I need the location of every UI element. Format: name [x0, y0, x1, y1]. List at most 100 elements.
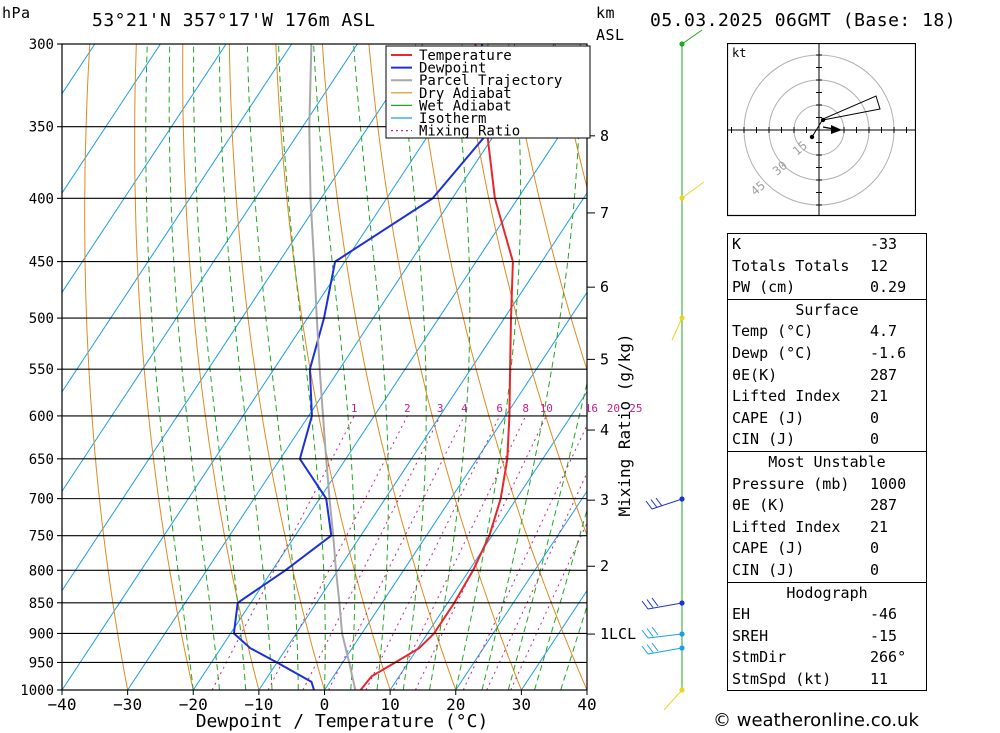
surface-cape-label: CAPE (J) [732, 408, 805, 427]
wind-barb-flag [646, 644, 654, 653]
mu-cape-label: CAPE (J) [732, 539, 805, 558]
legend-label: Temperature [419, 48, 512, 64]
mu-title: Most Unstable [768, 452, 886, 471]
credit-text: © weatheronline.co.uk [713, 710, 919, 731]
pressure-tick-label: 400 [29, 191, 54, 207]
mixing-ratio-label: 20 [607, 402, 620, 415]
surface-cin-value: 0 [870, 430, 880, 449]
dry-adiabat-line [84, 44, 129, 690]
wind-barb-flag [651, 597, 659, 607]
x-tick-label: −10 [244, 695, 273, 714]
parcel-trajectory-line [308, 44, 357, 690]
pressure-tick-label: 500 [29, 311, 54, 327]
sreh-label: SREH [732, 626, 769, 645]
surface-theta-value: 287 [870, 365, 898, 384]
isotherm-line [192, 92, 587, 690]
wind-profile [641, 29, 705, 711]
wind-barb-flag [655, 497, 663, 507]
pressure-tick-label: 550 [29, 362, 54, 378]
hodo-point [820, 117, 826, 123]
mu-cin-value: 0 [870, 560, 880, 579]
mixing-ratio-label: 25 [629, 402, 642, 415]
sreh-value: -15 [870, 626, 898, 645]
isotherm-line [258, 192, 587, 690]
mixing-ratio-line [462, 424, 587, 690]
pressure-tick-label: 850 [29, 596, 54, 612]
mu-pressure-row: Pressure (mb) 1000 [728, 474, 926, 496]
mixing-ratio-label: 1 [351, 402, 358, 415]
isotherm-line [62, 44, 227, 294]
mu-cin-label: CIN (J) [732, 560, 796, 579]
dry-adiabat-line [368, 44, 522, 690]
pressure-tick-label: 300 [29, 37, 54, 53]
wind-barb [681, 181, 705, 199]
tt-label: Totals Totals [732, 256, 850, 275]
mu-cape-row: CAPE (J) 0 [728, 538, 926, 560]
pressure-unit: hPa [2, 4, 31, 22]
sreh-row: SREH -15 [728, 626, 926, 648]
surface-temp-label: Temp (°C) [732, 322, 814, 341]
surface-title: Surface [795, 300, 859, 319]
eh-row: EH -46 [728, 604, 926, 626]
wind-barb-flag [645, 500, 653, 510]
k-value: -33 [870, 235, 898, 253]
mixing-ratio-axis-label: Mixing Ratio (g/kg) [615, 333, 634, 516]
wind-barb-flag [641, 600, 649, 610]
pressure-tick-label: 750 [29, 529, 54, 545]
km-tick-label: 4 [600, 421, 609, 439]
legend-label: Parcel Trajectory [419, 73, 562, 89]
location-title: 53°21'N 357°17'W 176m ASL [92, 10, 376, 31]
hodograph: kt 15 30 45 [727, 43, 916, 217]
mu-cape-value: 0 [870, 539, 880, 558]
pressure-tick-label: 1000 [20, 683, 54, 699]
x-axis-label: Dewpoint / Temperature (°C) [196, 711, 489, 732]
pressure-tick-label: 950 [29, 655, 54, 671]
wet-adiabat-line [399, 44, 427, 690]
isotherm-line [324, 291, 587, 690]
pw-value: 0.29 [870, 278, 907, 297]
x-tick-label: −20 [179, 695, 208, 714]
legend-label: Dry Adiabat [419, 86, 512, 102]
surface-temp-value: 4.7 [870, 322, 898, 341]
stmspd-label: StmSpd (kt) [732, 669, 832, 688]
x-tick-label: 30 [512, 695, 531, 714]
date-title: 05.03.2025 06GMT (Base: 18) [650, 10, 957, 31]
hodograph-section: Hodograph EH -46 SREH -15 StmDir 266° StmSp… [728, 581, 926, 691]
surface-section: Surface Temp (°C) 4.7 Dewp (°C) -1.6 θE(K)… [728, 298, 926, 451]
pressure-tick-label: 600 [29, 409, 54, 425]
dry-adiabat-line [414, 44, 587, 690]
k-label: K [732, 235, 742, 253]
x-tick-label: 10 [380, 695, 399, 714]
surface-cape-value: 0 [870, 408, 880, 427]
km-tick-label: 8 [600, 127, 609, 145]
hodo-title: Hodograph [786, 583, 868, 602]
wind-barb [681, 29, 703, 45]
legend-label: Isotherm [419, 111, 486, 127]
hodo-unit: kt [732, 46, 746, 60]
tt-value: 12 [870, 256, 889, 275]
eh-value: -46 [870, 605, 898, 624]
x-tick-label: −30 [113, 695, 142, 714]
indices-table: K -33 Totals Totals 12 PW (cm) 0.29 Surface… [727, 233, 927, 692]
asl-unit: ASL [596, 26, 625, 44]
legend-label: Dewpoint [419, 61, 486, 77]
surface-dewp-row: Dewp (°C) -1.6 [728, 343, 926, 365]
hodo-storm-arrow [831, 125, 842, 134]
pw-row: PW (cm) 0.29 [728, 277, 926, 299]
mixing-ratio-label: 8 [522, 402, 529, 415]
wet-adiabat-line [193, 44, 247, 690]
stmdir-row: StmDir 266° [728, 647, 926, 669]
dry-adiabat-line [321, 44, 457, 690]
pressure-tick-label: 350 [29, 120, 54, 136]
stmspd-row: StmSpd (kt) 11 [728, 669, 926, 691]
km-tick-label: 5 [600, 350, 609, 368]
x-tick-label: 40 [577, 695, 596, 714]
surface-dewp-value: -1.6 [870, 343, 907, 362]
mu-pressure-value: 1000 [870, 474, 907, 493]
mixing-ratio-line [365, 415, 501, 690]
isotherm-line [127, 44, 555, 690]
mixing-ratio-label: 16 [585, 402, 598, 415]
isotherm-line [389, 390, 587, 690]
surface-li-value: 21 [870, 387, 889, 406]
